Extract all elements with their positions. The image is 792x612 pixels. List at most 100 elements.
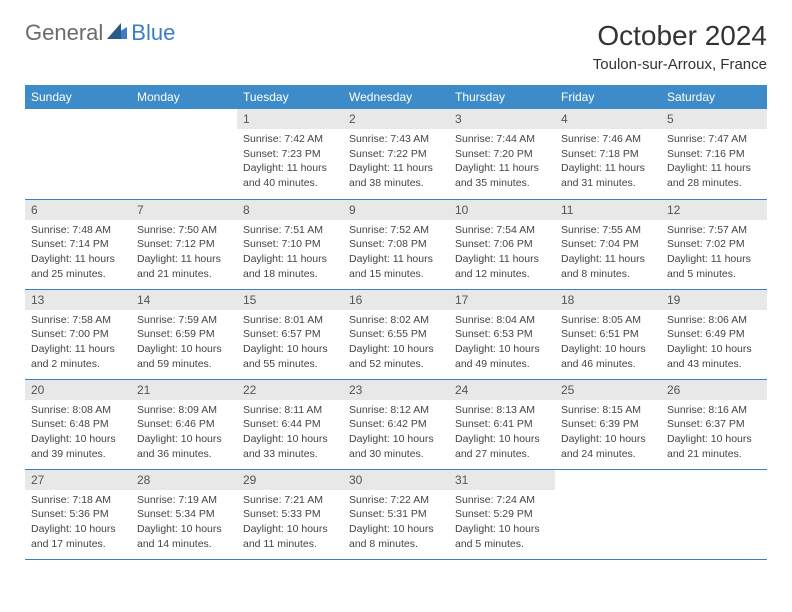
daylight-text: Daylight: 10 hours and 14 minutes. xyxy=(137,522,231,551)
calendar-week-row: 6Sunrise: 7:48 AMSunset: 7:14 PMDaylight… xyxy=(25,199,767,289)
sunset-text: Sunset: 6:57 PM xyxy=(243,327,337,342)
calendar-table: SundayMondayTuesdayWednesdayThursdayFrid… xyxy=(25,85,767,560)
sunrise-text: Sunrise: 7:52 AM xyxy=(349,223,443,238)
calendar-day-cell: 26Sunrise: 8:16 AMSunset: 6:37 PMDayligh… xyxy=(661,379,767,469)
calendar-day-cell: 7Sunrise: 7:50 AMSunset: 7:12 PMDaylight… xyxy=(131,199,237,289)
day-content: Sunrise: 7:59 AMSunset: 6:59 PMDaylight:… xyxy=(131,310,237,375)
location: Toulon-sur-Arroux, France xyxy=(593,56,767,73)
calendar-day-cell: 29Sunrise: 7:21 AMSunset: 5:33 PMDayligh… xyxy=(237,469,343,559)
sunrise-text: Sunrise: 7:58 AM xyxy=(31,313,125,328)
day-content: Sunrise: 7:43 AMSunset: 7:22 PMDaylight:… xyxy=(343,129,449,194)
day-content: Sunrise: 8:13 AMSunset: 6:41 PMDaylight:… xyxy=(449,400,555,465)
day-content: Sunrise: 7:54 AMSunset: 7:06 PMDaylight:… xyxy=(449,220,555,285)
sunset-text: Sunset: 7:00 PM xyxy=(31,327,125,342)
sunrise-text: Sunrise: 8:06 AM xyxy=(667,313,761,328)
calendar-day-cell: 28Sunrise: 7:19 AMSunset: 5:34 PMDayligh… xyxy=(131,469,237,559)
day-number: 4 xyxy=(555,109,661,129)
day-content: Sunrise: 8:05 AMSunset: 6:51 PMDaylight:… xyxy=(555,310,661,375)
sunrise-text: Sunrise: 7:19 AM xyxy=(137,493,231,508)
day-content: Sunrise: 7:22 AMSunset: 5:31 PMDaylight:… xyxy=(343,490,449,555)
day-number: 8 xyxy=(237,200,343,220)
header-right: October 2024 Toulon-sur-Arroux, France xyxy=(593,20,767,73)
day-content: Sunrise: 7:42 AMSunset: 7:23 PMDaylight:… xyxy=(237,129,343,194)
sunset-text: Sunset: 6:49 PM xyxy=(667,327,761,342)
sunset-text: Sunset: 5:36 PM xyxy=(31,507,125,522)
month-title: October 2024 xyxy=(593,20,767,52)
daylight-text: Daylight: 11 hours and 12 minutes. xyxy=(455,252,549,281)
daylight-text: Daylight: 10 hours and 55 minutes. xyxy=(243,342,337,371)
sunrise-text: Sunrise: 7:44 AM xyxy=(455,132,549,147)
sunrise-text: Sunrise: 7:55 AM xyxy=(561,223,655,238)
calendar-day-cell xyxy=(25,109,131,199)
day-number: 30 xyxy=(343,470,449,490)
sunrise-text: Sunrise: 7:54 AM xyxy=(455,223,549,238)
calendar-day-cell xyxy=(661,469,767,559)
calendar-day-cell: 17Sunrise: 8:04 AMSunset: 6:53 PMDayligh… xyxy=(449,289,555,379)
daylight-text: Daylight: 11 hours and 18 minutes. xyxy=(243,252,337,281)
daylight-text: Daylight: 10 hours and 36 minutes. xyxy=(137,432,231,461)
sunrise-text: Sunrise: 8:12 AM xyxy=(349,403,443,418)
calendar-day-cell xyxy=(131,109,237,199)
day-content: Sunrise: 7:46 AMSunset: 7:18 PMDaylight:… xyxy=(555,129,661,194)
day-content: Sunrise: 7:21 AMSunset: 5:33 PMDaylight:… xyxy=(237,490,343,555)
sunset-text: Sunset: 6:37 PM xyxy=(667,417,761,432)
weekday-header: Friday xyxy=(555,85,661,109)
sunrise-text: Sunrise: 7:51 AM xyxy=(243,223,337,238)
day-number: 19 xyxy=(661,290,767,310)
weekday-header: Tuesday xyxy=(237,85,343,109)
day-number: 14 xyxy=(131,290,237,310)
day-content: Sunrise: 7:52 AMSunset: 7:08 PMDaylight:… xyxy=(343,220,449,285)
day-content: Sunrise: 7:58 AMSunset: 7:00 PMDaylight:… xyxy=(25,310,131,375)
daylight-text: Daylight: 10 hours and 39 minutes. xyxy=(31,432,125,461)
daylight-text: Daylight: 11 hours and 8 minutes. xyxy=(561,252,655,281)
logo-text-blue: Blue xyxy=(131,20,175,46)
daylight-text: Daylight: 10 hours and 11 minutes. xyxy=(243,522,337,551)
sunset-text: Sunset: 5:31 PM xyxy=(349,507,443,522)
sunrise-text: Sunrise: 7:22 AM xyxy=(349,493,443,508)
weekday-header: Saturday xyxy=(661,85,767,109)
day-number: 22 xyxy=(237,380,343,400)
daylight-text: Daylight: 10 hours and 24 minutes. xyxy=(561,432,655,461)
calendar-week-row: 13Sunrise: 7:58 AMSunset: 7:00 PMDayligh… xyxy=(25,289,767,379)
day-number: 1 xyxy=(237,109,343,129)
sunset-text: Sunset: 6:59 PM xyxy=(137,327,231,342)
calendar-week-row: 1Sunrise: 7:42 AMSunset: 7:23 PMDaylight… xyxy=(25,109,767,199)
sunset-text: Sunset: 6:39 PM xyxy=(561,417,655,432)
calendar-day-cell: 24Sunrise: 8:13 AMSunset: 6:41 PMDayligh… xyxy=(449,379,555,469)
sunset-text: Sunset: 7:20 PM xyxy=(455,147,549,162)
calendar-day-cell: 14Sunrise: 7:59 AMSunset: 6:59 PMDayligh… xyxy=(131,289,237,379)
day-content: Sunrise: 7:44 AMSunset: 7:20 PMDaylight:… xyxy=(449,129,555,194)
sunrise-text: Sunrise: 7:42 AM xyxy=(243,132,337,147)
daylight-text: Daylight: 10 hours and 27 minutes. xyxy=(455,432,549,461)
sunrise-text: Sunrise: 8:04 AM xyxy=(455,313,549,328)
calendar-day-cell: 19Sunrise: 8:06 AMSunset: 6:49 PMDayligh… xyxy=(661,289,767,379)
day-content: Sunrise: 8:06 AMSunset: 6:49 PMDaylight:… xyxy=(661,310,767,375)
day-number: 5 xyxy=(661,109,767,129)
calendar-day-cell: 25Sunrise: 8:15 AMSunset: 6:39 PMDayligh… xyxy=(555,379,661,469)
sunrise-text: Sunrise: 7:50 AM xyxy=(137,223,231,238)
daylight-text: Daylight: 11 hours and 25 minutes. xyxy=(31,252,125,281)
calendar-day-cell: 8Sunrise: 7:51 AMSunset: 7:10 PMDaylight… xyxy=(237,199,343,289)
day-content: Sunrise: 7:55 AMSunset: 7:04 PMDaylight:… xyxy=(555,220,661,285)
sunrise-text: Sunrise: 8:05 AM xyxy=(561,313,655,328)
daylight-text: Daylight: 11 hours and 15 minutes. xyxy=(349,252,443,281)
daylight-text: Daylight: 10 hours and 59 minutes. xyxy=(137,342,231,371)
daylight-text: Daylight: 10 hours and 8 minutes. xyxy=(349,522,443,551)
daylight-text: Daylight: 10 hours and 52 minutes. xyxy=(349,342,443,371)
sunset-text: Sunset: 7:16 PM xyxy=(667,147,761,162)
daylight-text: Daylight: 11 hours and 38 minutes. xyxy=(349,161,443,190)
daylight-text: Daylight: 10 hours and 49 minutes. xyxy=(455,342,549,371)
daylight-text: Daylight: 10 hours and 33 minutes. xyxy=(243,432,337,461)
sunrise-text: Sunrise: 8:15 AM xyxy=(561,403,655,418)
daylight-text: Daylight: 10 hours and 17 minutes. xyxy=(31,522,125,551)
sunset-text: Sunset: 6:42 PM xyxy=(349,417,443,432)
day-content: Sunrise: 7:57 AMSunset: 7:02 PMDaylight:… xyxy=(661,220,767,285)
sunset-text: Sunset: 5:33 PM xyxy=(243,507,337,522)
day-content: Sunrise: 7:48 AMSunset: 7:14 PMDaylight:… xyxy=(25,220,131,285)
day-number: 27 xyxy=(25,470,131,490)
day-content: Sunrise: 8:02 AMSunset: 6:55 PMDaylight:… xyxy=(343,310,449,375)
day-content: Sunrise: 8:04 AMSunset: 6:53 PMDaylight:… xyxy=(449,310,555,375)
day-content: Sunrise: 8:09 AMSunset: 6:46 PMDaylight:… xyxy=(131,400,237,465)
calendar-body: 1Sunrise: 7:42 AMSunset: 7:23 PMDaylight… xyxy=(25,109,767,559)
sunset-text: Sunset: 7:18 PM xyxy=(561,147,655,162)
